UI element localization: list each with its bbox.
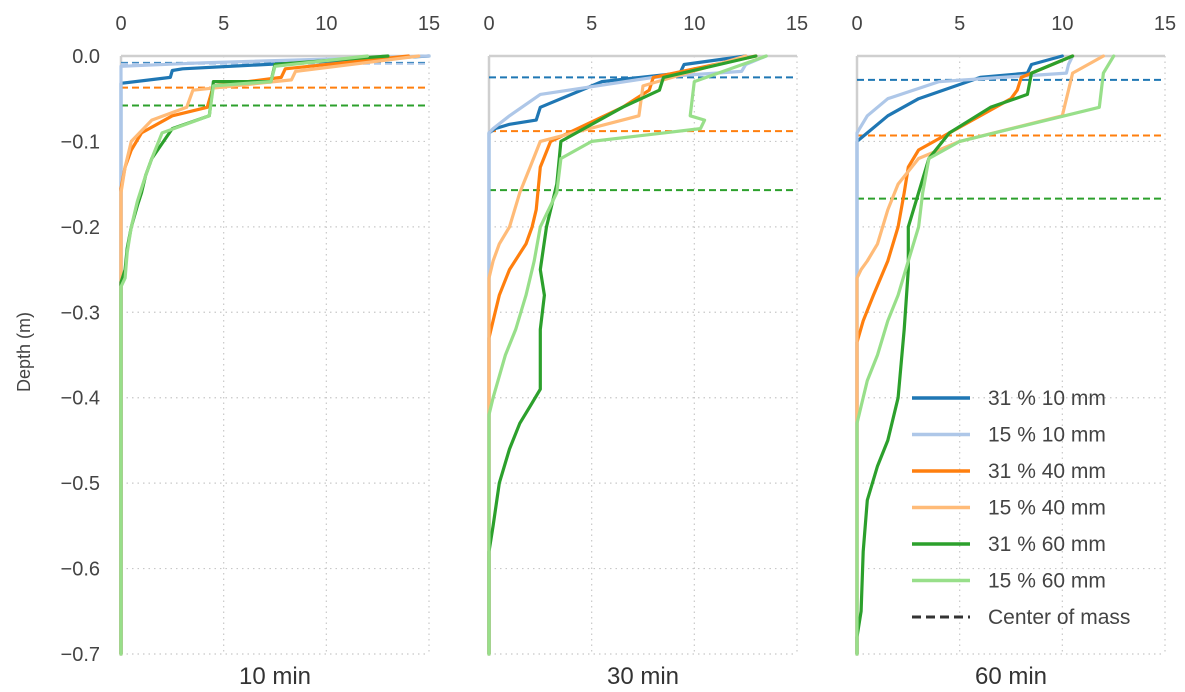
y-tick-label: −0.3 bbox=[61, 302, 100, 324]
legend-label: Center of mass bbox=[988, 606, 1130, 629]
x-tick-label: 0 bbox=[115, 13, 126, 35]
series-line bbox=[487, 54, 748, 656]
series-line bbox=[855, 54, 1075, 656]
axes-layer bbox=[119, 54, 1166, 655]
series-line bbox=[487, 54, 748, 656]
series-line bbox=[119, 54, 431, 656]
legend-label: 31 % 10 mm bbox=[988, 387, 1106, 410]
series-line bbox=[855, 54, 1106, 656]
y-tick-label: −0.5 bbox=[61, 473, 100, 495]
y-tick-label: −0.2 bbox=[61, 217, 100, 239]
series-line bbox=[119, 54, 431, 656]
x-tick-label: 10 bbox=[1051, 13, 1073, 35]
series-line bbox=[487, 54, 758, 656]
x-tick-label: 0 bbox=[483, 13, 494, 35]
x-tick-label: 0 bbox=[851, 13, 862, 35]
legend-label: 15 % 60 mm bbox=[988, 570, 1106, 593]
x-tick-label: 15 bbox=[1154, 13, 1176, 35]
series-line bbox=[119, 54, 411, 656]
series-line bbox=[119, 54, 390, 656]
x-tick-label: 10 bbox=[683, 13, 705, 35]
y-tick-label: −0.7 bbox=[61, 644, 100, 666]
legend-label: 31 % 40 mm bbox=[988, 460, 1106, 483]
x-tick-label: 15 bbox=[418, 13, 440, 35]
x-tick-label: 5 bbox=[586, 13, 597, 35]
legend-label: 15 % 10 mm bbox=[988, 424, 1106, 447]
series-line bbox=[855, 54, 1116, 656]
panel-title: 30 min bbox=[607, 663, 679, 690]
y-tick-label: −0.4 bbox=[61, 388, 100, 410]
x-tick-label: 15 bbox=[786, 13, 808, 35]
series-line bbox=[487, 54, 758, 656]
x-tick-label: 5 bbox=[954, 13, 965, 35]
legend-label: 31 % 60 mm bbox=[988, 533, 1106, 556]
x-tick-label: 5 bbox=[218, 13, 229, 35]
series-line bbox=[855, 54, 1064, 656]
series-line bbox=[855, 54, 1075, 656]
series-line bbox=[855, 54, 1075, 656]
y-axis-label: Depth (m) bbox=[14, 312, 34, 392]
series-line bbox=[119, 54, 421, 656]
y-tick-label: 0.0 bbox=[72, 46, 100, 68]
series-line bbox=[119, 54, 369, 656]
y-tick-label: −0.6 bbox=[61, 559, 100, 581]
x-tick-label: 10 bbox=[315, 13, 337, 35]
data-layer bbox=[119, 54, 1165, 656]
series-line bbox=[487, 54, 768, 656]
series-line bbox=[487, 54, 768, 656]
panel-title: 60 min bbox=[975, 663, 1047, 690]
y-tick-label: −0.1 bbox=[61, 131, 100, 153]
panel-title: 10 min bbox=[239, 663, 311, 690]
text-layer: 0 5 10 15 0.0 −0.1 −0.2 −0.3 −0.4 −0.5 −0.6 −0.7 10 … bbox=[61, 13, 1177, 690]
legend-label: 15 % 40 mm bbox=[988, 497, 1106, 520]
